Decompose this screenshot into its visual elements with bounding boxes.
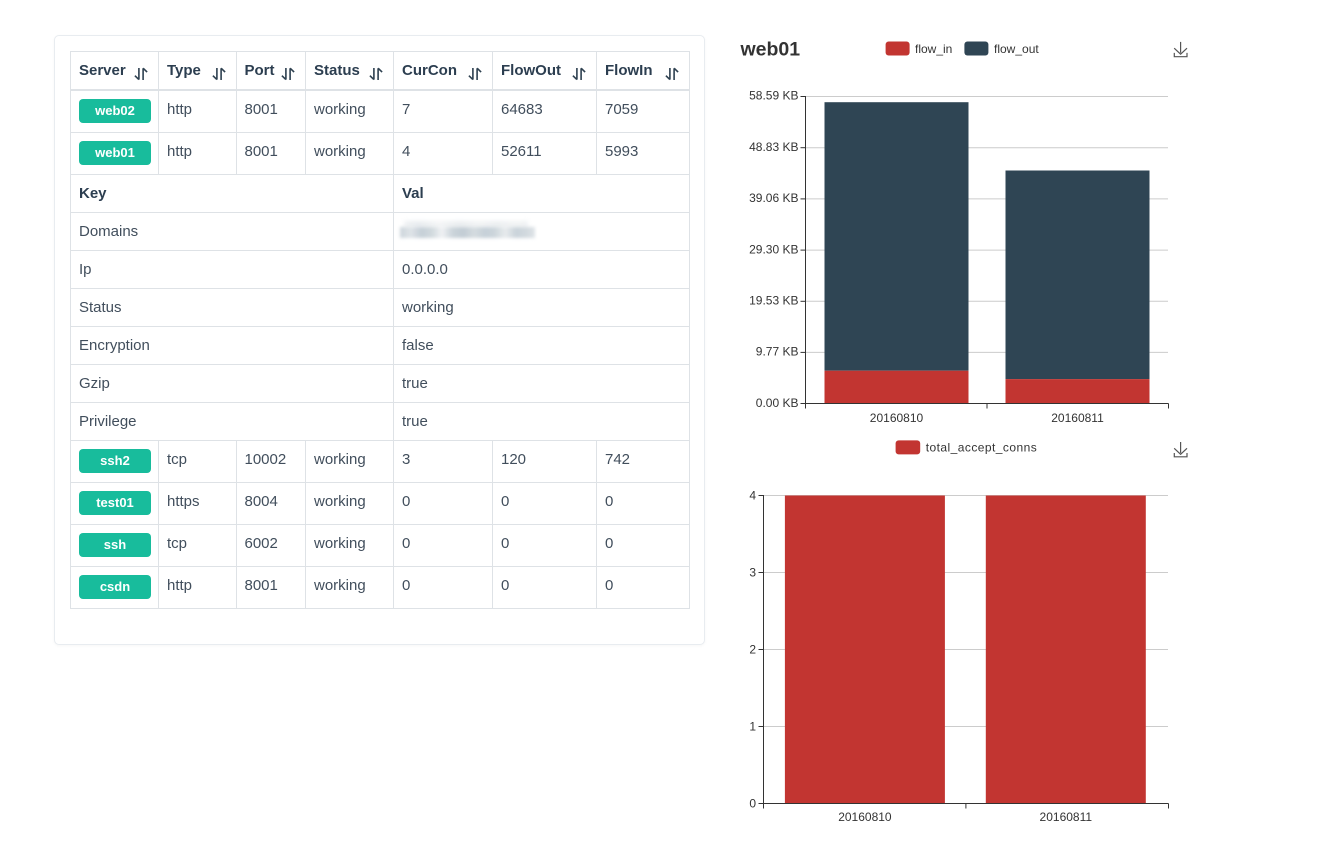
svg-text:flow_out: flow_out	[994, 42, 1039, 56]
svg-text:3: 3	[749, 566, 756, 580]
svg-text:20160810: 20160810	[838, 810, 892, 824]
svg-text:20160811: 20160811	[1040, 810, 1093, 824]
svg-text:29.30 KB: 29.30 KB	[749, 242, 798, 256]
svg-text:1: 1	[749, 720, 756, 734]
svg-text:19.53 KB: 19.53 KB	[749, 294, 798, 308]
svg-text:2: 2	[749, 643, 756, 657]
svg-text:58.59 KB: 58.59 KB	[749, 89, 798, 103]
svg-text:0: 0	[749, 797, 756, 811]
svg-text:0.00 KB: 0.00 KB	[756, 396, 799, 410]
svg-text:4: 4	[749, 489, 756, 503]
svg-text:flow_in: flow_in	[915, 42, 952, 56]
svg-text:9.77 KB: 9.77 KB	[756, 345, 799, 359]
svg-text:20160811: 20160811	[1051, 411, 1104, 425]
svg-text:48.83 KB: 48.83 KB	[749, 140, 798, 154]
svg-text:web01: web01	[740, 39, 801, 61]
svg-text:20160810: 20160810	[870, 411, 924, 425]
svg-text:total_accept_conns: total_accept_conns	[926, 441, 1038, 455]
svg-text:39.06 KB: 39.06 KB	[749, 191, 798, 205]
